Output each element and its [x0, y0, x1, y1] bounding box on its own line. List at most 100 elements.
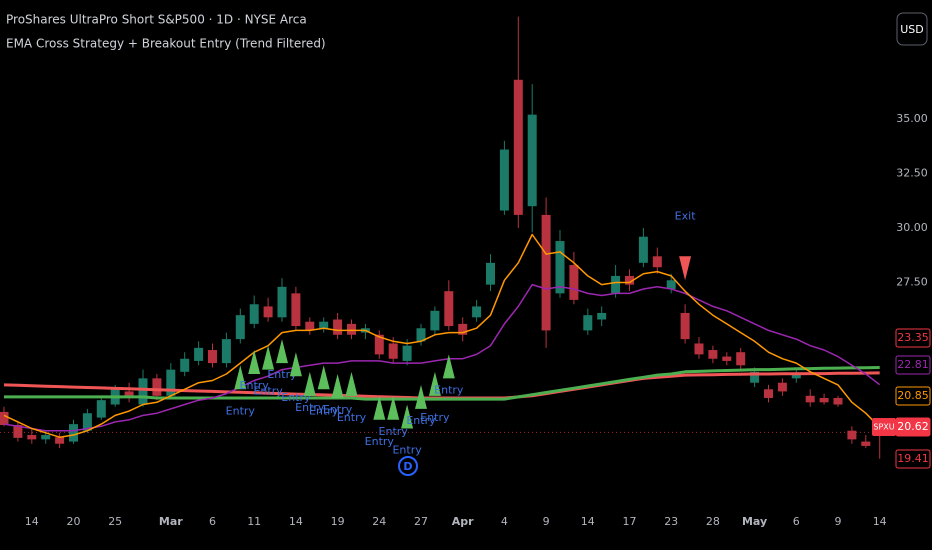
entry-marker [345, 371, 358, 396]
candle-body [194, 347, 204, 361]
x-tick-label: 19 [331, 515, 345, 528]
price-label-box [895, 355, 931, 375]
candle-body [597, 312, 607, 320]
entry-label: Entry [226, 404, 256, 417]
x-tick-label: 9 [543, 515, 550, 528]
x-tick-label: 27 [414, 515, 428, 528]
entry-label: Entry [365, 435, 395, 448]
x-tick-label: 24 [372, 515, 386, 528]
candle-body [124, 391, 134, 398]
candle-body [138, 378, 148, 405]
candle-body [416, 328, 426, 342]
candle-body [708, 350, 718, 359]
entry-marker [234, 365, 247, 390]
candle-body [764, 389, 773, 398]
y-tick-label: 27.50 [896, 275, 928, 288]
candle-body [569, 265, 579, 300]
x-tick-label: 4 [501, 515, 508, 528]
candle-body [750, 371, 760, 383]
entry-marker [262, 345, 275, 370]
candle-body [13, 425, 23, 438]
candle-body [722, 356, 732, 361]
price-label: 19.41 [897, 452, 929, 465]
candle-body [55, 437, 65, 444]
x-tick-label: 6 [793, 515, 800, 528]
candle-body [458, 323, 468, 335]
entry-label: Entry [434, 383, 464, 396]
entry-marker [387, 395, 400, 420]
x-tick-label: 14 [581, 515, 595, 528]
candle-body [41, 435, 51, 440]
price-label: 20.62 [897, 420, 929, 433]
entry-marker [415, 384, 427, 409]
x-tick-label: 28 [706, 515, 720, 528]
candle-body [680, 312, 690, 340]
candle-body [652, 256, 662, 268]
x-tick-label: 20 [67, 515, 81, 528]
entry-marker [373, 395, 386, 420]
entry-label: Entry [323, 403, 353, 416]
x-tick-label: 17 [623, 515, 637, 528]
x-tick-label: May [742, 515, 767, 528]
candle-body [263, 306, 273, 318]
price-label-box [895, 449, 931, 469]
x-tick-label: 25 [108, 515, 122, 528]
candle-body [0, 411, 9, 425]
candle-body [833, 397, 843, 405]
indicator-line [4, 366, 880, 401]
candle-body [625, 275, 634, 285]
price-label: 22.81 [897, 358, 929, 371]
entry-marker [428, 371, 441, 396]
symbol-label: SPXU [873, 423, 894, 432]
candle-body [513, 79, 523, 215]
y-tick-label: 32.50 [896, 166, 928, 179]
candle-body [249, 304, 259, 324]
candle-body [819, 397, 829, 403]
candle-body [666, 280, 676, 289]
candle-body [82, 413, 92, 431]
x-tick-label: Mar [159, 515, 183, 528]
entry-marker [276, 339, 288, 364]
entry-label: Entry [406, 414, 436, 427]
x-tick-label: 11 [247, 515, 261, 528]
price-label-box [895, 386, 931, 406]
entry-marker [248, 350, 261, 375]
candle-body [444, 291, 454, 327]
price-label-box [895, 328, 931, 348]
candle-body [486, 262, 495, 285]
candle-body [638, 236, 648, 263]
x-tick-label: 9 [835, 515, 842, 528]
entry-marker [289, 352, 302, 377]
dividend-marker [398, 456, 418, 476]
candle-body [152, 378, 162, 396]
entry-marker [303, 371, 316, 396]
candle-body [347, 323, 356, 335]
candle-body [235, 315, 245, 340]
entry-label: Entry [420, 411, 450, 424]
symbol-box [872, 418, 896, 436]
candle-body [221, 339, 231, 364]
candle-body [374, 334, 384, 355]
candle-body [694, 343, 704, 355]
entry-label: Entry [281, 391, 311, 404]
entry-marker [331, 374, 344, 398]
candle-body [499, 149, 509, 211]
price-label: 23.35 [897, 331, 929, 344]
entry-marker [442, 354, 455, 379]
plot-area: EntryEntryEntryEntryEntryEntryEntryEntry… [0, 16, 893, 476]
candle-body [96, 400, 106, 418]
entry-label: Entry [337, 411, 367, 424]
candle-body [847, 430, 857, 440]
indicator-title: EMA Cross Strategy + Breakout Entry (Tre… [6, 37, 326, 51]
candle-body [805, 395, 815, 403]
currency-button[interactable] [896, 12, 928, 46]
y-tick-label: 30.00 [896, 221, 928, 234]
entry-label: Entry [267, 368, 297, 381]
currency-label: USD [900, 23, 924, 36]
candle-body [583, 315, 593, 331]
entry-label: Entry [240, 379, 270, 392]
candle-body [305, 321, 315, 331]
x-tick-label: 14 [289, 515, 303, 528]
